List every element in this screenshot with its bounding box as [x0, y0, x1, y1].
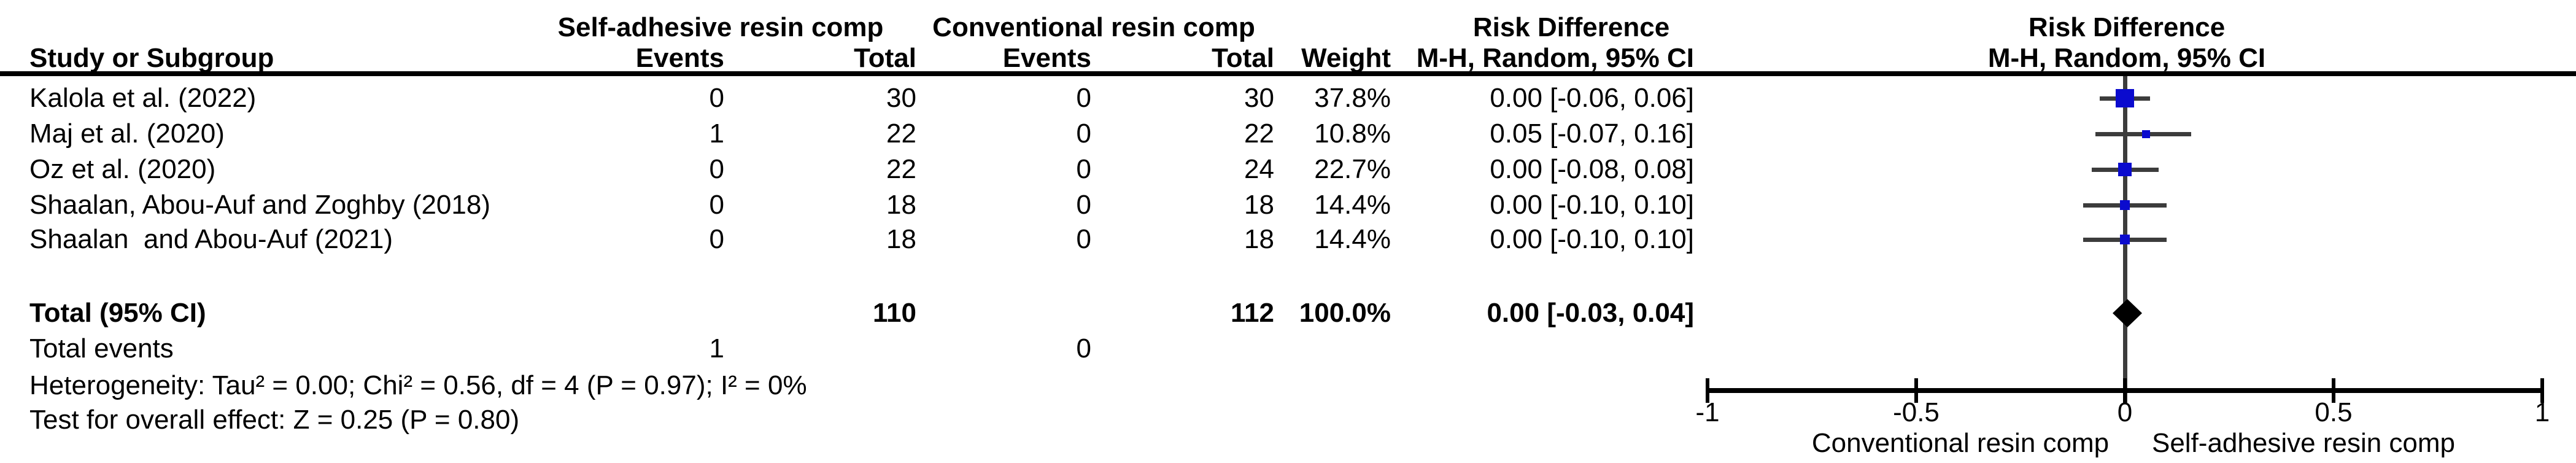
group1-events-cell: 0 — [709, 190, 724, 220]
axis-tick — [1706, 378, 1709, 403]
group1-total-cell: 18 — [886, 224, 916, 254]
group1-total-cell: 18 — [886, 190, 916, 220]
axis-tick — [2123, 378, 2127, 403]
total-row-label: Total (95% CI) — [29, 298, 206, 328]
group2-total-cell: 18 — [1244, 190, 1274, 220]
study-square-marker — [2118, 163, 2132, 176]
group1-total-cell: 30 — [886, 83, 916, 113]
weight-cell: 22.7% — [1314, 154, 1391, 184]
ci-text-cell: 0.05 [-0.07, 0.16] — [1490, 119, 1694, 149]
axis-left-label: Conventional resin comp — [1811, 428, 2110, 458]
heterogeneity-text: Heterogeneity: Tau² = 0.00; Chi² = 0.56,… — [29, 370, 807, 400]
study-column-header: Study or Subgroup — [29, 43, 274, 73]
study-square-marker — [2116, 89, 2134, 107]
weight-cell: 14.4% — [1314, 190, 1391, 220]
axis-tick-label: 0.5 — [2315, 397, 2353, 427]
study-name: Maj et al. (2020) — [29, 119, 225, 149]
axis-right-label: Self-adhesive resin comp — [2151, 428, 2456, 458]
total-row-group2-total: 112 — [1231, 298, 1274, 328]
weight-cell: 10.8% — [1314, 119, 1391, 149]
group1-events-cell: 0 — [709, 83, 724, 113]
axis-tick-label: 1 — [2534, 397, 2550, 427]
axis-tick-label: 0 — [2117, 397, 2133, 427]
study-square-marker — [2120, 200, 2130, 210]
overall-effect-text: Test for overall effect: Z = 0.25 (P = 0… — [29, 405, 520, 435]
ci-text-cell: 0.00 [-0.08, 0.08] — [1490, 154, 1694, 184]
group1-total-cell: 22 — [886, 119, 916, 149]
group1-events-cell: 0 — [709, 154, 724, 184]
group2-events-cell: 0 — [1076, 119, 1091, 149]
group2-header: Conventional resin comp — [932, 12, 1255, 42]
group1-events-cell: 1 — [709, 119, 724, 149]
axis-tick — [2332, 378, 2335, 403]
risk-difference-column-header: Risk Difference — [1472, 12, 1670, 42]
group1-total-cell: 22 — [886, 154, 916, 184]
weight-column-header: Weight — [1301, 43, 1391, 73]
axis-tick — [1914, 378, 1918, 403]
study-square-marker — [2142, 130, 2150, 138]
method-column-header: M-H, Random, 95% CI — [1416, 43, 1694, 73]
group2-total-column-header: Total — [1212, 43, 1274, 73]
group2-total-cell: 22 — [1244, 119, 1274, 149]
study-name: Oz et al. (2020) — [29, 154, 216, 184]
ci-text-cell: 0.00 [-0.10, 0.10] — [1490, 190, 1694, 220]
group1-events-column-header: Events — [635, 43, 724, 73]
study-name: Shaalan, Abou-Auf and Zoghby (2018) — [29, 190, 490, 220]
study-name: Shaalan and Abou-Auf (2021) — [29, 224, 393, 254]
group2-events-cell: 0 — [1076, 190, 1091, 220]
total-events-group2: 0 — [1076, 333, 1091, 364]
method-plot-header: M-H, Random, 95% CI — [1987, 43, 2266, 73]
group2-events-cell: 0 — [1076, 224, 1091, 254]
total-row-group1-total: 110 — [873, 298, 916, 328]
total-events-group1: 1 — [709, 333, 724, 364]
study-name: Kalola et al. (2022) — [29, 83, 257, 113]
axis-tick — [2540, 378, 2544, 403]
header-rule — [0, 71, 2576, 76]
group2-total-cell: 18 — [1244, 224, 1274, 254]
group2-total-cell: 24 — [1244, 154, 1274, 184]
ci-text-cell: 0.00 [-0.10, 0.10] — [1490, 224, 1694, 254]
summary-diamond — [2113, 299, 2142, 327]
group1-events-cell: 0 — [709, 224, 724, 254]
axis-tick-label: -1 — [1695, 397, 1720, 427]
group2-events-cell: 0 — [1076, 154, 1091, 184]
axis-tick-label: -0.5 — [1893, 397, 1940, 427]
risk-difference-plot-header: Risk Difference — [2028, 12, 2226, 42]
weight-cell: 37.8% — [1314, 83, 1391, 113]
group2-events-cell: 0 — [1076, 83, 1091, 113]
group1-total-column-header: Total — [854, 43, 916, 73]
ci-text-cell: 0.00 [-0.06, 0.06] — [1490, 83, 1694, 113]
study-square-marker — [2120, 235, 2130, 244]
weight-cell: 14.4% — [1314, 224, 1391, 254]
total-events-label: Total events — [29, 333, 174, 364]
total-row-ci: 0.00 [-0.03, 0.04] — [1487, 298, 1694, 328]
group1-header: Self-adhesive resin comp — [557, 12, 884, 42]
group2-total-cell: 30 — [1244, 83, 1274, 113]
group2-events-column-header: Events — [1002, 43, 1091, 73]
total-row-weight: 100.0% — [1299, 298, 1391, 328]
